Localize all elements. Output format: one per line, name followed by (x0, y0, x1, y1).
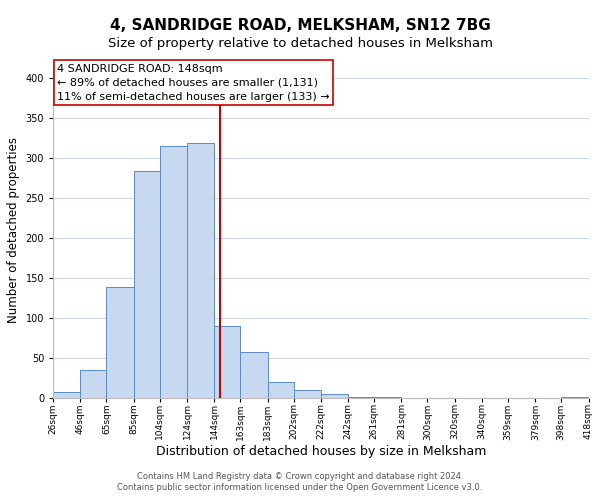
Bar (293, 390, 321, 398)
Bar (80, 370, 106, 398)
Bar (321, 394, 348, 398)
Bar (374, 397, 401, 398)
Bar (160, 146, 187, 398)
Y-axis label: Number of detached properties: Number of detached properties (7, 137, 20, 323)
X-axis label: Distribution of detached houses by size in Melksham: Distribution of detached houses by size … (155, 445, 486, 458)
Bar (187, 144, 214, 398)
Text: Size of property relative to detached houses in Melksham: Size of property relative to detached ho… (107, 38, 493, 51)
Bar (348, 397, 374, 398)
Bar (214, 326, 240, 398)
Bar (240, 352, 268, 398)
Bar (106, 288, 134, 398)
Text: Contains HM Land Registry data © Crown copyright and database right 2024.: Contains HM Land Registry data © Crown c… (137, 472, 463, 481)
Bar (561, 397, 589, 398)
Text: 4 SANDRIDGE ROAD: 148sqm
← 89% of detached houses are smaller (1,131)
11% of sem: 4 SANDRIDGE ROAD: 148sqm ← 89% of detach… (57, 64, 330, 102)
Bar (268, 382, 293, 398)
Text: Contains public sector information licensed under the Open Government Licence v3: Contains public sector information licen… (118, 484, 482, 492)
Text: 4, SANDRIDGE ROAD, MELKSHAM, SN12 7BG: 4, SANDRIDGE ROAD, MELKSHAM, SN12 7BG (110, 18, 490, 32)
Bar (134, 172, 160, 398)
Bar (53, 392, 80, 398)
